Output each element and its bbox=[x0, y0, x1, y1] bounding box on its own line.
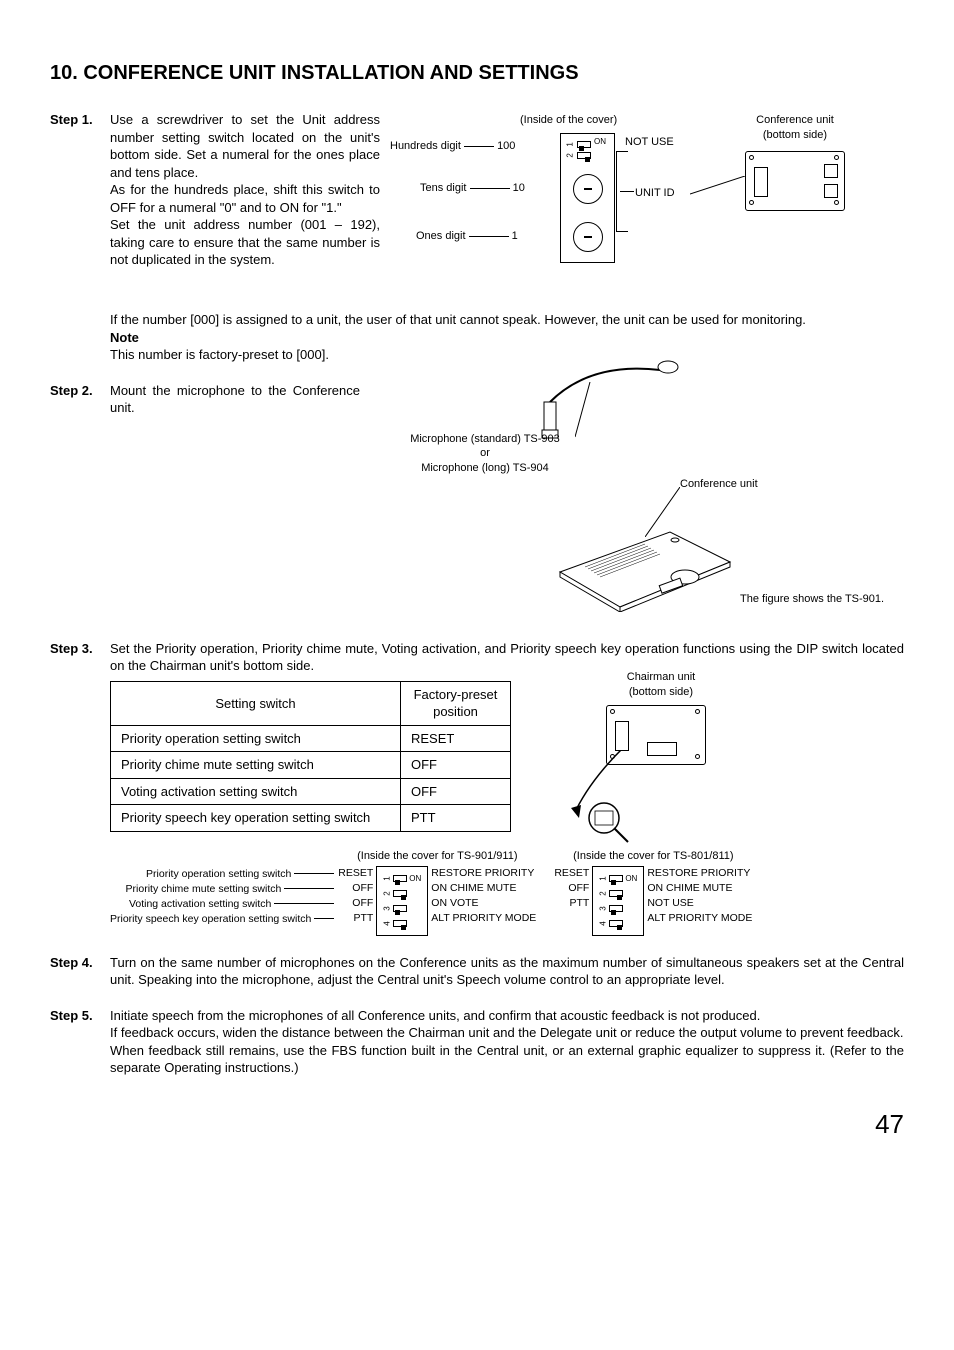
d901-r2: ON VOTE bbox=[428, 896, 536, 911]
step4-text: Turn on the same number of microphones o… bbox=[110, 954, 904, 989]
page-number: 47 bbox=[50, 1107, 904, 1142]
th-factory-preset: Factory-preset position bbox=[401, 681, 511, 725]
dip-box-801: 1ON 2 3 4 bbox=[592, 866, 644, 936]
d801-r1: ON CHIME MUTE bbox=[644, 881, 752, 896]
dip801-title: (Inside the cover for TS-801/811) bbox=[554, 849, 752, 864]
step2-text: Mount the microphone to the Conference u… bbox=[110, 382, 360, 622]
hundreds-label: Hundreds digit bbox=[390, 140, 461, 152]
step1-para1: Use a screwdriver to set the Unit addres… bbox=[110, 111, 380, 181]
d901-l3: PTT bbox=[338, 911, 376, 926]
d901-r0: RESTORE PRIORITY bbox=[428, 866, 536, 881]
ones-num: 1 bbox=[512, 230, 518, 242]
step3-text: Set the Priority operation, Priority chi… bbox=[110, 640, 904, 675]
step-4: Step 4. Turn on the same number of micro… bbox=[50, 954, 904, 989]
step-3: Step 3. Set the Priority operation, Prio… bbox=[50, 640, 904, 936]
row1-c1: OFF bbox=[401, 752, 511, 779]
d801-l0: RESET bbox=[554, 866, 592, 881]
row1-c0: Priority chime mute setting switch bbox=[111, 752, 401, 779]
tens-label: Tens digit bbox=[420, 182, 466, 194]
section-title: 10. CONFERENCE UNIT INSTALLATION AND SET… bbox=[50, 60, 904, 87]
settings-table: Setting switch Factory-preset position P… bbox=[110, 681, 511, 832]
step-5-label: Step 5. bbox=[50, 1007, 110, 1077]
dip-lead-2: Voting activation setting switch bbox=[129, 898, 271, 910]
d901-r1: ON CHIME MUTE bbox=[428, 881, 536, 896]
conf-unit-leader bbox=[645, 487, 680, 537]
row2-c1: OFF bbox=[401, 778, 511, 805]
figure-note: The figure shows the TS-901. bbox=[740, 592, 884, 607]
conf-unit-label-2: Conference unit bbox=[680, 477, 758, 492]
step-1-label: Step 1. bbox=[50, 111, 110, 364]
step5-p2: If feedback occurs, widen the distance b… bbox=[110, 1024, 904, 1042]
d801-l1: OFF bbox=[554, 881, 592, 896]
step-2: Step 2. Mount the microphone to the Conf… bbox=[50, 382, 904, 622]
hundreds-num: 100 bbox=[497, 140, 515, 152]
d901-r3: ALT PRIORITY MODE bbox=[428, 911, 536, 926]
mic-standard: Microphone (standard) TS-903 bbox=[410, 433, 560, 445]
conf-unit-label: Conference unit bbox=[756, 114, 834, 126]
row3-c1: PTT bbox=[401, 805, 511, 832]
d901-l2: OFF bbox=[338, 896, 376, 911]
step-5: Step 5. Initiate speech from the microph… bbox=[50, 1007, 904, 1077]
mic-leader-line bbox=[575, 382, 615, 442]
step-3-label: Step 3. bbox=[50, 640, 110, 936]
step1-para4: If the number [000] is assigned to a uni… bbox=[110, 311, 904, 329]
dip-box-901: 1ON 2 3 4 bbox=[376, 866, 428, 936]
d801-r0: RESTORE PRIORITY bbox=[644, 866, 752, 881]
bottom-side-label: (bottom side) bbox=[763, 129, 827, 141]
mic-long: Microphone (long) TS-904 bbox=[421, 462, 549, 474]
d801-r3: ALT PRIORITY MODE bbox=[644, 911, 752, 926]
tens-num: 10 bbox=[513, 182, 525, 194]
step1-para3: Set the unit address number (001 – 192),… bbox=[110, 216, 380, 269]
step-4-label: Step 4. bbox=[50, 954, 110, 989]
step1-para2: As for the hundreds place, shift this sw… bbox=[110, 181, 380, 216]
ones-label: Ones digit bbox=[416, 230, 466, 242]
row0-c1: RESET bbox=[401, 725, 511, 752]
mic-or: or bbox=[480, 447, 490, 459]
dip-lead-1: Priority chime mute setting switch bbox=[126, 883, 282, 895]
step-1: Step 1. Use a screwdriver to set the Uni… bbox=[50, 111, 904, 364]
step5-p1: Initiate speech from the microphones of … bbox=[110, 1007, 904, 1025]
d801-r2: NOT USE bbox=[644, 896, 752, 911]
magnifier-icon bbox=[586, 800, 636, 850]
th-setting-switch: Setting switch bbox=[111, 681, 401, 725]
unit-id-label: UNIT ID bbox=[635, 186, 675, 201]
step5-p3: When feedback still remains, use the FBS… bbox=[110, 1042, 904, 1077]
row2-c0: Voting activation setting switch bbox=[111, 778, 401, 805]
row0-c0: Priority operation setting switch bbox=[111, 725, 401, 752]
note-text: This number is factory-preset to [000]. bbox=[110, 346, 904, 364]
row3-c0: Priority speech key operation setting sw… bbox=[111, 805, 401, 832]
d901-l0: RESET bbox=[338, 866, 376, 881]
dip-lead-0: Priority operation setting switch bbox=[146, 868, 291, 880]
step-2-label: Step 2. bbox=[50, 382, 110, 622]
inside-cover-label: (Inside of the cover) bbox=[520, 113, 617, 128]
dip901-title: (Inside the cover for TS-901/911) bbox=[338, 849, 536, 864]
conference-unit-drawing bbox=[530, 482, 750, 612]
unit-pointer-line bbox=[690, 176, 745, 216]
chairman-unit-label: Chairman unit bbox=[627, 671, 695, 683]
chairman-diagram: Chairman unit (bottom side) bbox=[531, 675, 731, 845]
dip-lead-3: Priority speech key operation setting sw… bbox=[110, 913, 311, 925]
d901-l1: OFF bbox=[338, 881, 376, 896]
chairman-bottom-label: (bottom side) bbox=[629, 686, 693, 698]
d801-l3: PTT bbox=[554, 896, 592, 911]
not-use-label: NOT USE bbox=[625, 135, 674, 150]
step1-diagram: Conference unit (bottom side) (Inside of bbox=[390, 111, 904, 311]
note-label: Note bbox=[110, 329, 904, 347]
